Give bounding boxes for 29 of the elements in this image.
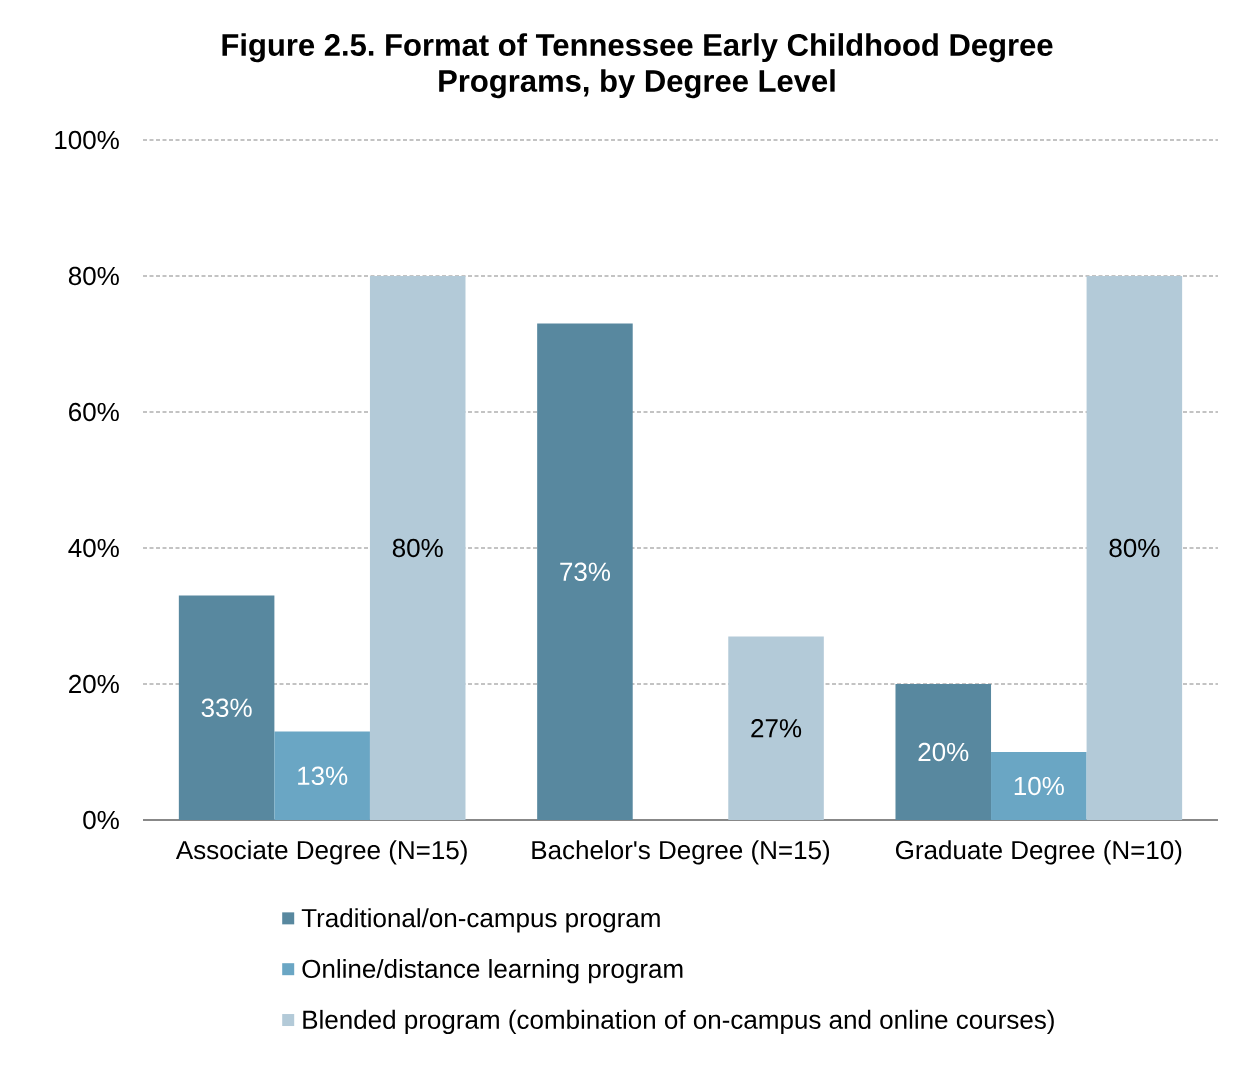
- data-label: 13%: [298, 766, 348, 785]
- bar: [991, 751, 1087, 820]
- chart-title: Figure 2.5. Format of Tennessee Early Childhood Degree Programs, by Degree Level: [222, 33, 1053, 99]
- bar: [728, 636, 824, 820]
- bar: [895, 683, 992, 820]
- data-label: 27%: [751, 719, 802, 738]
- x-tick-label: Graduate Degree (N=10): [895, 840, 1182, 865]
- data-label: 80%: [392, 538, 443, 558]
- y-tick-label: 100%: [55, 130, 119, 150]
- y-tick-label: 80%: [68, 266, 119, 286]
- legend-label: Blended program (combination of on-campus and online courses): [303, 1009, 1054, 1035]
- bar: [369, 275, 466, 820]
- y-tick-label: 20%: [69, 674, 119, 694]
- data-label: 33%: [201, 698, 252, 717]
- data-label: 80%: [1109, 538, 1160, 558]
- bar: [178, 595, 275, 820]
- bar: [537, 323, 633, 820]
- data-label: 10%: [1014, 776, 1064, 796]
- y-tick-label: 0%: [83, 810, 119, 830]
- legend-label: Online/distance learning program: [302, 959, 683, 984]
- y-tick-label: 40%: [68, 538, 119, 558]
- data-label: 20%: [918, 742, 969, 762]
- bar: [1086, 275, 1183, 820]
- legend-label: Traditional/on-campus program: [301, 908, 660, 933]
- y-tick-label: 60%: [69, 402, 119, 422]
- bar: [274, 731, 370, 820]
- data-label: 73%: [560, 562, 611, 581]
- x-tick-label: Associate Degree (N=15): [175, 840, 467, 865]
- x-tick-label: Bachelor's Degree (N=15): [532, 840, 830, 865]
